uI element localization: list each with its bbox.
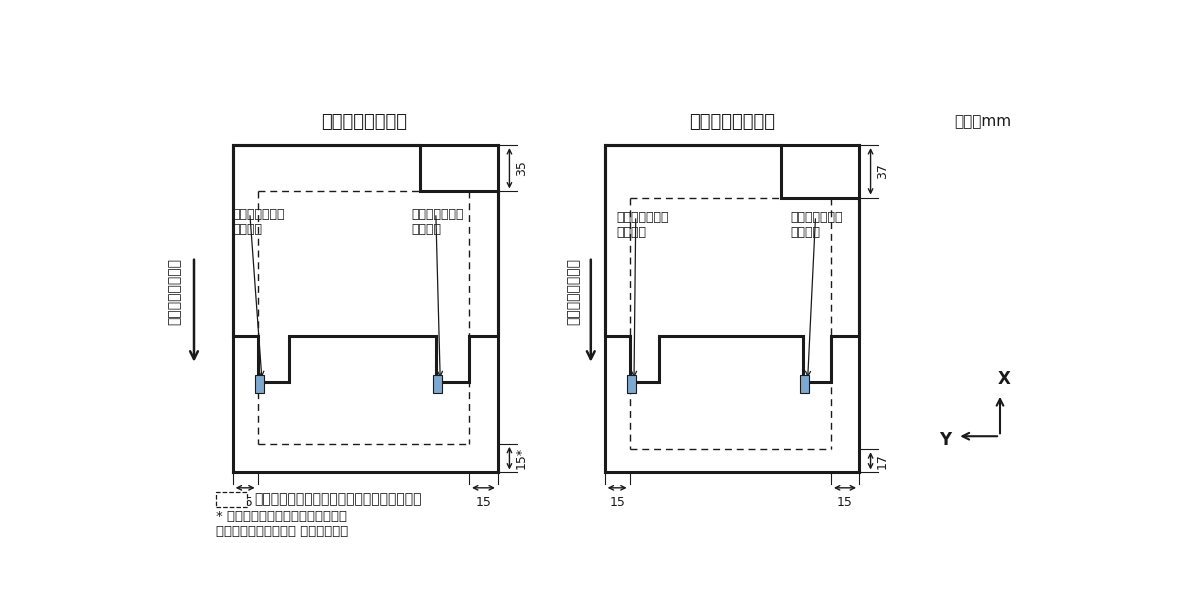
Text: 15: 15 [609, 495, 625, 509]
Text: 15: 15 [476, 495, 491, 509]
Text: トンボパターン１: トンボパターン１ [321, 113, 407, 131]
Bar [216, 492, 247, 507]
Text: 17: 17 [876, 453, 889, 469]
Text: 右端のプッシュ
ローラー: 右端のプッシュ ローラー [791, 211, 844, 238]
Text: メディア搜送方向: メディア搜送方向 [566, 258, 581, 325]
Bar [800, 375, 809, 394]
Text: * エクスパンドリミットを１以上に: * エクスパンドリミットを１以上に [216, 510, 347, 523]
Text: トンボパターン２: トンボパターン２ [689, 113, 775, 131]
Bar [433, 375, 442, 394]
Bar [627, 375, 636, 394]
Text: X: X [997, 370, 1010, 387]
Bar [255, 375, 264, 394]
Text: 右端のプッシュ
ローラー: 右端のプッシュ ローラー [411, 208, 464, 236]
Text: Y: Y [939, 431, 951, 449]
Text: 15*: 15* [514, 447, 527, 469]
Text: カット可能範囲（トンボ読み取り後も同様）: カット可能範囲（トンボ読み取り後も同様） [255, 492, 422, 506]
Text: 37: 37 [876, 164, 889, 179]
Text: 左端のプッシュ
ローラー: 左端のプッシュ ローラー [616, 211, 669, 238]
Text: 単位：mm: 単位：mm [955, 115, 1011, 129]
Text: 左端のプッシュ
ローラー: 左端のプッシュ ローラー [232, 208, 286, 236]
Text: 設定した場合は１０ になります。: 設定した場合は１０ になります。 [216, 525, 348, 538]
Text: 35: 35 [514, 161, 527, 176]
Text: 15: 15 [837, 495, 853, 509]
Text: メディア搜送方向: メディア搜送方向 [168, 258, 182, 325]
Text: 15: 15 [237, 495, 253, 509]
